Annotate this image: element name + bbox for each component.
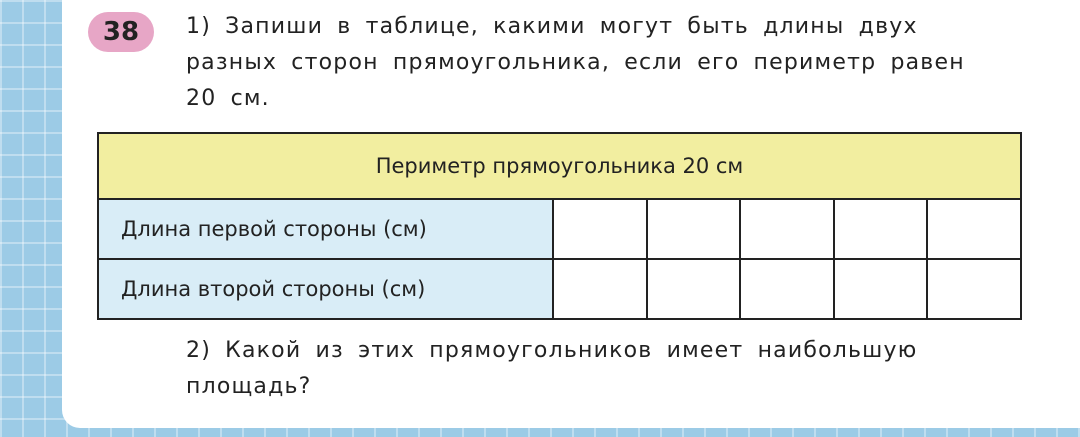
text: площадь? [186, 374, 312, 399]
text: 1) Запиши в таблице, какими могут быть д… [186, 14, 918, 39]
text: разных сторон прямоугольника, если его п… [186, 50, 965, 75]
table: Периметр прямоугольника 20 см Длина перв… [97, 132, 1022, 320]
table-header: Периметр прямоугольника 20 см [97, 132, 1022, 200]
task-number: 38 [88, 12, 154, 52]
row-label: Длина первой стороны (см) [97, 198, 554, 260]
text: 20 см. [186, 86, 270, 111]
text: 2) Какой из этих прямоугольников имеет н… [186, 338, 918, 363]
row-label: Длина второй стороны (см) [97, 258, 554, 320]
